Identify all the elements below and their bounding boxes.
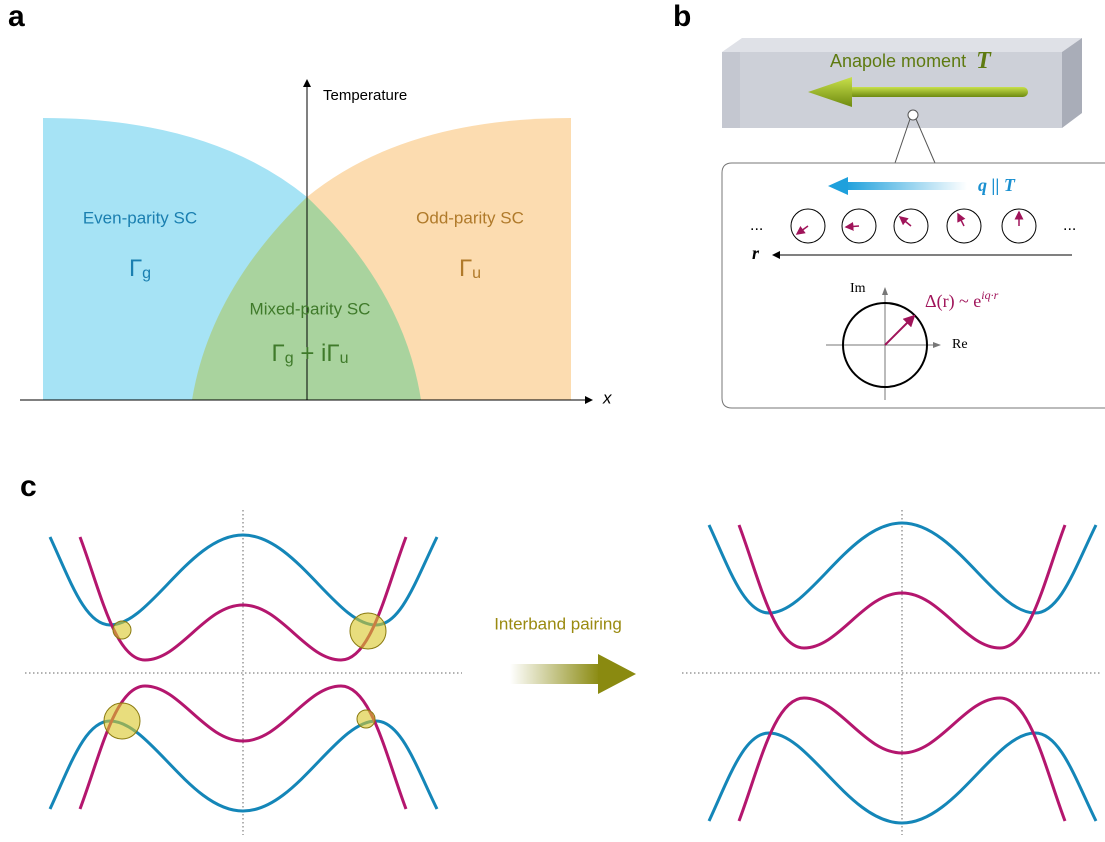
bands-left — [50, 535, 437, 811]
text-part: Γ — [272, 340, 285, 367]
axis-label: x — [602, 388, 612, 407]
text-part: u — [472, 265, 481, 282]
text-part: g — [142, 265, 151, 282]
anapole-arrow — [848, 87, 1028, 97]
ellipsis: ... — [750, 217, 763, 234]
text-part: + iΓ — [294, 340, 340, 367]
region-name: Even-parity SC — [83, 208, 197, 227]
panel-a: a Temperature x Even-parity SC Γg Odd-pa… — [8, 0, 612, 407]
re-label: Re — [952, 337, 968, 352]
phasor — [885, 316, 914, 345]
text-part: T — [976, 48, 992, 74]
panel-label: c — [20, 470, 37, 503]
prism-side — [1062, 38, 1082, 128]
region-name: Mixed-parity SC — [250, 299, 371, 318]
axis-label: Temperature — [323, 87, 407, 104]
panel-label: b — [673, 0, 691, 33]
text-part: Γ — [129, 255, 142, 282]
ellipsis: ... — [1063, 217, 1076, 234]
arrow-label: Interband pairing — [494, 614, 622, 633]
text-part: Γ — [459, 255, 472, 282]
q-label: q || T — [978, 175, 1016, 195]
figure: a Temperature x Even-parity SC Γg Odd-pa… — [0, 0, 1105, 837]
panel-c: c Interband pairing — [20, 470, 1100, 835]
text-part: iq·r — [981, 288, 998, 302]
panel-label: a — [8, 0, 25, 33]
phase-arrows — [797, 212, 1019, 234]
zoom-box — [722, 163, 1105, 408]
order-parameter: Δ(r) ~ eiq·r — [925, 288, 999, 312]
q-arrow-head — [828, 177, 848, 195]
phase-circles — [791, 209, 1036, 243]
zoom-point — [908, 110, 918, 120]
region-symbol: Γg + iΓu — [272, 340, 349, 367]
region-name: Odd-parity SC — [416, 208, 524, 227]
crossings — [104, 613, 386, 739]
panel-b: b Anapole moment T q || T ... ... r Im Re… — [673, 0, 1105, 408]
text-part: u — [340, 350, 349, 367]
q-arrow — [845, 182, 967, 190]
im-label: Im — [850, 281, 866, 296]
text-part: g — [285, 350, 294, 367]
r-label: r — [752, 243, 760, 263]
text-part: Anapole moment — [830, 51, 966, 71]
pairing-arrow — [510, 664, 600, 684]
text-part: Δ(r) ~ e — [925, 291, 981, 312]
pairing-arrow-head — [598, 654, 636, 694]
